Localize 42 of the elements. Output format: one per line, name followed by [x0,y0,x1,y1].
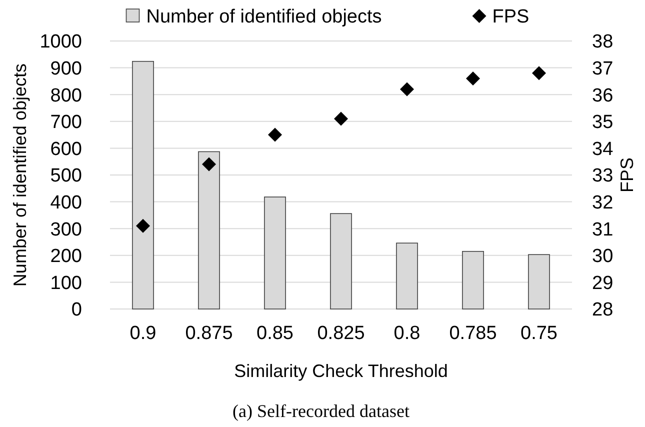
x-tick-label: 0.825 [317,323,365,344]
point [400,82,414,96]
y2-tick-label: 31 [592,219,614,240]
y-tick-label: 300 [50,219,82,240]
text: (a) Self-recorded dataset [232,401,410,421]
x-tick-label: 0.875 [185,323,233,344]
x-tick-label: 0.785 [449,323,497,344]
y-tick-label: 700 [50,112,82,134]
y2-axis-title: FPS [617,157,637,193]
y-tick-label: 900 [50,58,82,80]
x-tick-label: 0.8 [394,323,420,344]
x-axis-title: Similarity Check Threshold [234,361,448,381]
y-tick-label: 600 [50,138,82,160]
point [466,72,480,86]
y-tick-label: 1000 [40,32,82,53]
y-tick-label: 800 [50,85,82,106]
y2-tick-label: 34 [592,138,614,160]
y2-tick-label: 37 [592,58,614,80]
y2-tick-label: 38 [592,32,614,53]
y2-tick-label: 32 [592,192,614,214]
y2-tick-label: 33 [592,166,614,187]
x-tick-label: 0.85 [256,323,294,344]
y-axis-title: Number of identified objects [10,63,30,287]
y2-tick-label: 35 [592,112,614,134]
y-tick-label: 100 [50,272,82,294]
x-tick-label: 0.9 [130,323,156,344]
y-tick-label: 500 [50,166,82,187]
point [268,128,282,142]
point [136,218,150,233]
y2-tick-label: 28 [592,300,614,321]
legend-label: FPS [492,6,530,28]
x-tick-label: 0.75 [520,323,558,344]
y-tick-label: 200 [50,246,82,268]
point [532,66,546,80]
point [334,112,348,126]
y2-tick-label: 29 [592,272,614,294]
y2-tick-label: 30 [592,246,614,268]
y-tick-label: 0 [71,300,82,321]
point [202,157,216,172]
y2-tick-label: 36 [592,85,614,106]
y-tick-label: 400 [50,192,82,214]
legend-label: Number of identified objects [146,6,382,28]
